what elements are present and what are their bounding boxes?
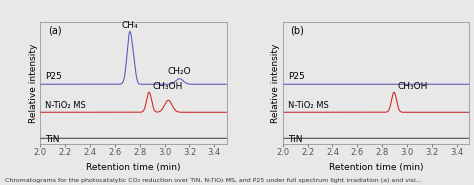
- X-axis label: Retention time (min): Retention time (min): [86, 163, 181, 172]
- Text: Chromatograms for the photocatalytic CO₂ reduction over TiN, N-TiO₂ MS, and P25 : Chromatograms for the photocatalytic CO₂…: [5, 178, 421, 183]
- Text: P25: P25: [45, 72, 62, 81]
- Text: N-TiO₂ MS: N-TiO₂ MS: [288, 101, 328, 110]
- Text: (a): (a): [48, 26, 61, 36]
- Text: N-TiO₂ MS: N-TiO₂ MS: [45, 101, 86, 110]
- Text: CH₄: CH₄: [121, 21, 138, 30]
- X-axis label: Retention time (min): Retention time (min): [329, 163, 423, 172]
- Text: CH₃OH: CH₃OH: [152, 82, 182, 91]
- Text: TiN: TiN: [45, 135, 60, 144]
- Text: (b): (b): [290, 26, 304, 36]
- Text: P25: P25: [288, 72, 304, 81]
- Text: CH₃OH: CH₃OH: [397, 82, 428, 91]
- Text: TiN: TiN: [288, 135, 302, 144]
- Y-axis label: Relative intensity: Relative intensity: [271, 43, 280, 123]
- Text: CH₂O: CH₂O: [168, 67, 191, 76]
- Y-axis label: Relative intensity: Relative intensity: [28, 43, 37, 123]
